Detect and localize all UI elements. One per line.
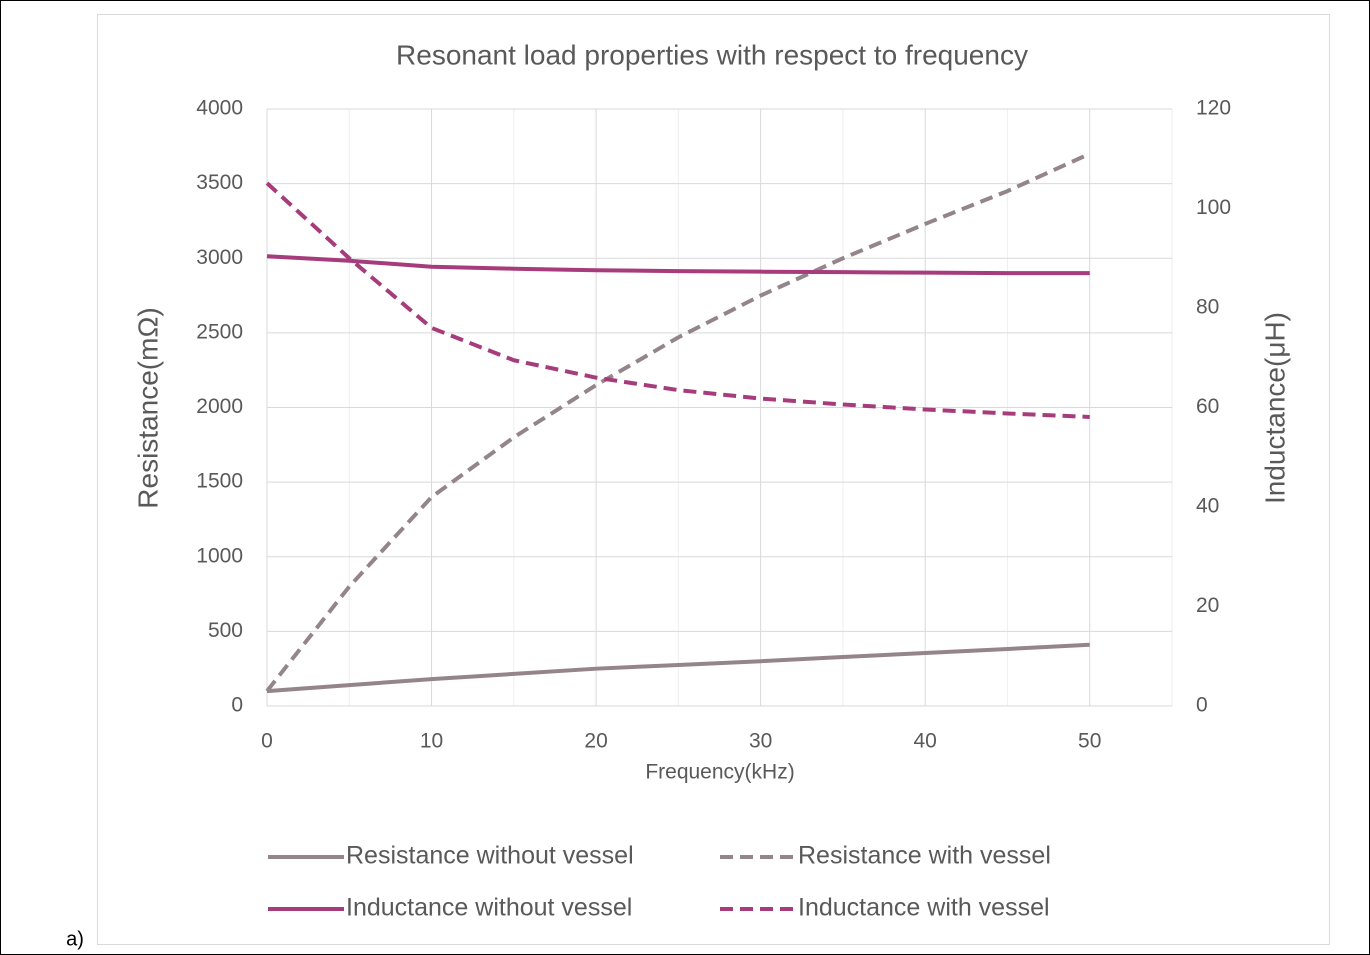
y-tick-label: 4000 [196,97,243,120]
x-tick-label: 0 [261,730,273,753]
series-line [266,254,1090,276]
legend-label: Inductance without vessel [346,894,632,922]
x-axis-label: Frequency(kHz) [645,761,794,784]
panel-label: a) [66,928,84,950]
y-tick-label: 1000 [196,544,243,567]
y-tick-label: 3000 [196,246,243,269]
x-tick-label: 50 [1078,730,1101,753]
y-tick-label: 500 [208,619,243,642]
y2-tick-label: 40 [1196,495,1219,518]
legend-label: Inductance with vessel [798,894,1050,922]
y-tick-label: 2000 [196,395,243,418]
series-line [265,181,1090,419]
x-tick-label: 40 [914,730,937,753]
y-tick-label: 1500 [196,470,243,493]
y2-tick-label: 0 [1196,694,1208,717]
x-tick-label: 10 [420,730,443,753]
y2-tick-label: 60 [1196,395,1219,418]
legend-label: Resistance with vessel [798,842,1051,870]
y2-tick-label: 80 [1196,296,1219,319]
y2-tick-label: 120 [1196,97,1231,120]
y2-axis-label: Inductance(μH) [1259,312,1290,504]
x-tick-label: 20 [584,730,607,753]
y-tick-label: 0 [231,694,243,717]
y2-tick-label: 20 [1196,594,1219,617]
series-line [266,642,1090,694]
x-tick-label: 30 [749,730,772,753]
chart-title: Resonant load properties with respect to… [396,39,1028,70]
y-axis-label: Resistance(mΩ) [132,307,163,508]
legend-label: Resistance without vessel [346,842,634,870]
chart-frame [97,14,1330,945]
y2-tick-label: 100 [1196,196,1231,219]
series-line [265,151,1091,693]
y-tick-label: 2500 [196,320,243,343]
y-tick-label: 3500 [196,171,243,194]
